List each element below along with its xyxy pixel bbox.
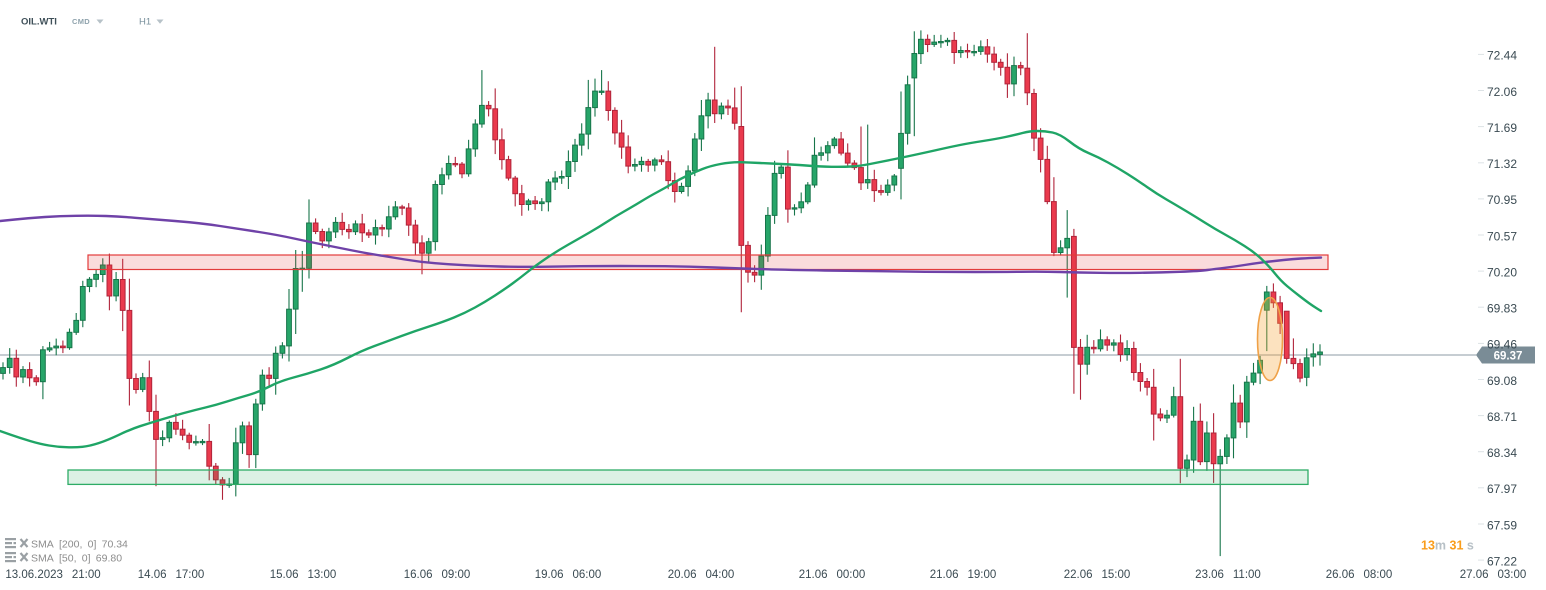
svg-text:13.06.2023 21:00: 13.06.2023 21:00 [5,569,100,581]
svg-text:H1: H1 [139,16,151,27]
svg-text:23.06 11:00: 23.06 11:00 [1195,569,1261,581]
svg-text:16.06 09:00: 16.06 09:00 [404,569,471,581]
svg-text:72.44: 72.44 [1487,49,1517,63]
svg-text:67.97: 67.97 [1487,482,1517,496]
svg-text:68.71: 68.71 [1487,410,1517,424]
svg-text:SMA [50, 0] 69.80: SMA [50, 0] 69.80 [31,553,122,565]
svg-text:71.32: 71.32 [1487,157,1517,171]
svg-text:71.69: 71.69 [1487,121,1517,135]
svg-text:SMA [200, 0] 70.34: SMA [200, 0] 70.34 [31,539,128,551]
svg-text:CMD: CMD [72,17,90,26]
svg-text:21.06 19:00: 21.06 19:00 [930,569,997,581]
svg-text:19.06 06:00: 19.06 06:00 [535,569,602,581]
svg-text:14.06 17:00: 14.06 17:00 [138,569,205,581]
svg-text:26.06 08:00: 26.06 08:00 [1326,569,1393,581]
svg-text:72.06: 72.06 [1487,85,1517,99]
svg-text:69.83: 69.83 [1487,302,1517,316]
svg-text:15.06 13:00: 15.06 13:00 [270,569,337,581]
svg-text:OIL.WTI: OIL.WTI [21,16,57,27]
svg-text:67.22: 67.22 [1487,554,1517,568]
svg-text:67.59: 67.59 [1487,518,1517,532]
svg-text:70.20: 70.20 [1487,265,1517,279]
svg-text:27.06 03:00: 27.06 03:00 [1460,569,1527,581]
svg-text:20.06 04:00: 20.06 04:00 [668,569,735,581]
svg-text:21.06 00:00: 21.06 00:00 [799,569,866,581]
svg-text:69.08: 69.08 [1487,374,1517,388]
svg-text:69.46: 69.46 [1487,338,1517,352]
svg-text:22.06 15:00: 22.06 15:00 [1064,569,1131,581]
svg-text:68.34: 68.34 [1487,446,1517,460]
svg-text:70.95: 70.95 [1487,193,1517,207]
svg-text:70.57: 70.57 [1487,229,1517,243]
svg-text:69.37: 69.37 [1494,350,1523,362]
svg-text:13m 31 s: 13m 31 s [1421,539,1474,553]
